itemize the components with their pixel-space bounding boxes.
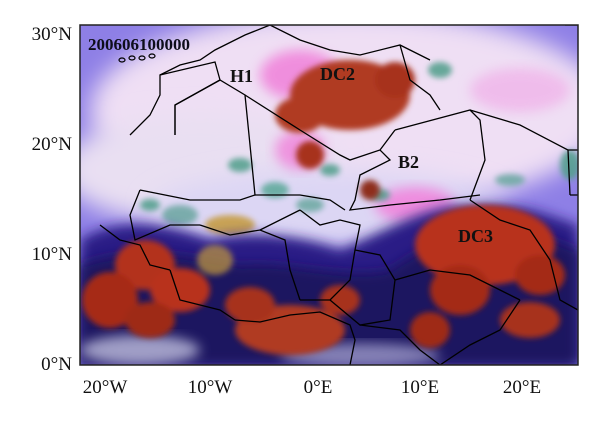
border-mauritania-mali (139, 79, 256, 201)
coastline-gulf-guinea (234, 311, 356, 365)
border-libya-sudan (469, 109, 571, 196)
border-sahel-west (129, 189, 200, 241)
lon-tick-10e: 10°E (401, 377, 439, 398)
lon-tick-20e: 20°E (503, 377, 541, 398)
coastline-morocco (159, 25, 271, 76)
region-label-dc3: DC3 (458, 226, 493, 246)
lat-tick-20n: 20°N (32, 134, 73, 155)
border-mali-niger (255, 194, 346, 211)
cirrus-southwest (80, 335, 200, 365)
lon-tick-10w: 10°W (188, 377, 233, 398)
midlevel-clouds (140, 62, 578, 235)
border-sahel-central (259, 209, 301, 231)
border-cameroon (329, 249, 396, 326)
border-gabon-congo (359, 324, 441, 365)
border-algeria-mali (244, 94, 396, 161)
region-label-b2: B2 (398, 152, 419, 172)
convection-south-central (225, 285, 560, 355)
political-borders (99, 25, 578, 365)
satellite-imagery (80, 25, 578, 365)
border-libya-algeria-north (399, 44, 441, 111)
convection-southwest (82, 240, 233, 338)
coastline-tunisia-libya (269, 25, 431, 61)
border-sudan-south (469, 199, 578, 311)
border-niger-chad (348, 149, 481, 211)
map-frame (79, 24, 579, 366)
region-label-h1: H1 (230, 66, 253, 86)
border-car (394, 269, 521, 301)
border-egypt (568, 149, 578, 196)
lon-tick-20w: 20°W (83, 377, 128, 398)
lat-tick-0n: 0°N (41, 354, 72, 375)
timestamp-label: 200606100000 (88, 35, 190, 54)
region-label-dc2: DC2 (320, 64, 355, 84)
lat-tick-10n: 10°N (32, 244, 73, 265)
border-guinea (99, 224, 171, 271)
border-nigeria (299, 209, 361, 301)
border-chad-libya (394, 109, 486, 201)
border-east (439, 299, 521, 365)
border-cote-divoire (169, 269, 236, 321)
border-ghana-burkina (199, 224, 301, 301)
dust-northeast (470, 68, 570, 112)
convection-dc2 (275, 60, 415, 200)
lon-tick-0e: 0°E (304, 377, 333, 398)
lat-tick-30n: 30°N (32, 24, 73, 45)
canary-islands (118, 53, 156, 63)
